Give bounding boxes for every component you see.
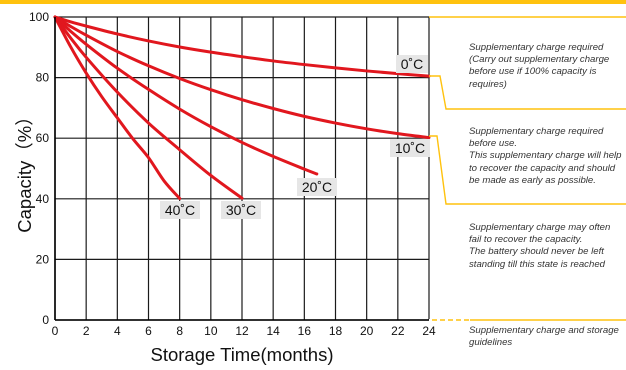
- top-accent-bar: [0, 0, 626, 4]
- series-label-bg-0: [396, 55, 428, 73]
- series-line-2: [53, 15, 319, 176]
- y-tick-label-2: 40: [36, 192, 50, 206]
- x-tick-label-10: 20: [360, 324, 374, 338]
- bracket-zone-1: [429, 75, 626, 110]
- chart-curves: [53, 15, 431, 200]
- series-line-3: [53, 15, 244, 200]
- chart-series-labels: 0˚C 10˚C 20˚C 30˚C 40˚C: [160, 55, 430, 219]
- bracket-zone-2: [429, 135, 626, 205]
- x-tick-label-5: 10: [204, 324, 218, 338]
- y-axis-label: Capacity（%）: [14, 107, 35, 232]
- y-tick-label-3: 60: [36, 131, 50, 145]
- x-tick-label-9: 18: [329, 324, 343, 338]
- annotation-note-zone-2: Supplementary charge required before use.…: [469, 126, 622, 186]
- x-tick-label-7: 14: [266, 324, 280, 338]
- chart-axes: [54, 17, 429, 321]
- x-tick-label-4: 8: [176, 324, 183, 338]
- annotation-note-zone-3: Supplementary charge may often fail to re…: [469, 222, 611, 270]
- annotation-brackets: [429, 16, 626, 321]
- series-label-bg-4: [160, 201, 200, 219]
- series-line-4: [53, 15, 182, 200]
- y-tick-label-1: 20: [36, 252, 50, 266]
- series-line-1: [53, 15, 431, 140]
- annotation-note-legend: Supplementary charge and storage guidelin…: [469, 325, 619, 349]
- y-tick-label-0: 0: [42, 313, 49, 327]
- x-tick-label-8: 16: [298, 324, 312, 338]
- x-tick-label-0: 0: [52, 324, 59, 338]
- series-label-bg-1: [390, 139, 430, 157]
- y-tick-label-4: 80: [36, 71, 50, 85]
- x-axis-label: Storage Time(months): [150, 344, 333, 365]
- x-tick-label-11: 22: [391, 324, 405, 338]
- series-label-2: 20˚C: [302, 179, 332, 195]
- series-label-4: 40˚C: [165, 202, 195, 218]
- x-tick-label-3: 6: [145, 324, 152, 338]
- series-label-bg-3: [221, 201, 261, 219]
- series-label-3: 30˚C: [226, 202, 256, 218]
- series-label-0: 0˚C: [401, 56, 424, 72]
- series-label-1: 10˚C: [395, 140, 425, 156]
- annotation-note-zone-1: Supplementary charge required (Carry out …: [469, 42, 610, 90]
- y-tick-label-5: 100: [29, 10, 49, 24]
- series-line-0: [53, 15, 431, 78]
- x-tick-label-6: 12: [235, 324, 249, 338]
- x-tick-label-1: 2: [83, 324, 90, 338]
- series-label-bg-2: [297, 178, 337, 196]
- x-tick-label-12: 24: [422, 324, 436, 338]
- x-tick-label-2: 4: [114, 324, 121, 338]
